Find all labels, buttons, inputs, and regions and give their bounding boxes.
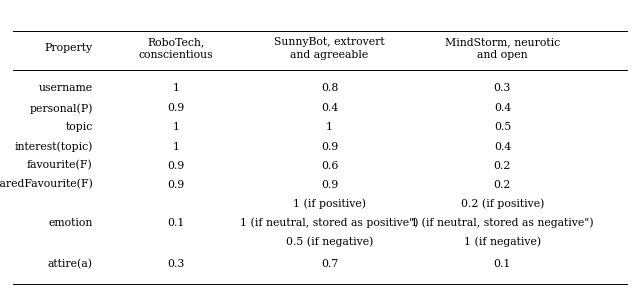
Text: 0.3: 0.3 [167,259,185,269]
Text: username: username [38,83,93,93]
Text: topic: topic [65,122,93,132]
Text: 0.2: 0.2 [493,180,511,190]
Text: SunnyBot, extrovert
and agreeable: SunnyBot, extrovert and agreeable [275,37,385,59]
Text: 0.9: 0.9 [168,180,184,190]
Text: 0.3: 0.3 [493,83,511,93]
Text: 1: 1 [173,122,179,132]
Text: 0.9: 0.9 [321,142,338,151]
Text: 0.9: 0.9 [168,103,184,113]
Text: emotion: emotion [49,218,93,228]
Text: favourite(F): favourite(F) [27,160,93,171]
Text: 0.2: 0.2 [493,161,511,171]
Text: 0.1: 0.1 [167,218,185,228]
Text: 0.1: 0.1 [493,259,511,269]
Text: MindStorm, neurotic
and open: MindStorm, neurotic and open [445,37,560,59]
Text: 0.5: 0.5 [494,122,511,132]
Text: 1 (if neutral, stored as negative"): 1 (if neutral, stored as negative") [411,217,594,228]
Text: 0.7: 0.7 [321,259,338,269]
Text: 0.8: 0.8 [321,83,339,93]
Text: 0.9: 0.9 [168,161,184,171]
Text: 0.2 (if positive): 0.2 (if positive) [461,198,544,209]
Text: interest(topic): interest(topic) [15,141,93,152]
Text: 1: 1 [326,122,333,132]
Text: Property: Property [45,43,93,53]
Text: RoboTech,
conscientious: RoboTech, conscientious [139,37,213,59]
Text: 0.4: 0.4 [494,103,511,113]
Text: 0.4: 0.4 [321,103,338,113]
Text: 1: 1 [173,142,179,151]
Text: 0.9: 0.9 [321,180,338,190]
Text: 0.5 (if negative): 0.5 (if negative) [286,236,373,247]
Text: personal(P): personal(P) [29,103,93,114]
Text: sharedFavourite(F): sharedFavourite(F) [0,179,93,190]
Text: 1 (if neutral, stored as positive"): 1 (if neutral, stored as positive") [241,217,419,228]
Text: attire(a): attire(a) [48,258,93,269]
Text: 0.4: 0.4 [494,142,511,151]
Text: 1 (if positive): 1 (if positive) [293,198,366,209]
Text: 0.6: 0.6 [321,161,339,171]
Text: 1: 1 [173,83,179,93]
Text: 1 (if negative): 1 (if negative) [464,236,541,247]
